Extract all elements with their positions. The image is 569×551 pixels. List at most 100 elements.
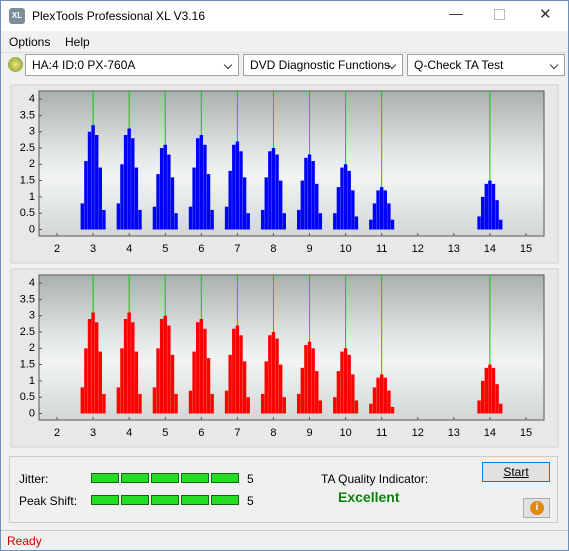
bar bbox=[387, 203, 391, 230]
x-tick-label: 2 bbox=[54, 427, 60, 439]
bar bbox=[333, 213, 337, 230]
bar bbox=[134, 167, 139, 230]
bar bbox=[167, 154, 171, 230]
bar bbox=[315, 183, 319, 230]
bar bbox=[232, 144, 236, 230]
bar bbox=[300, 367, 305, 414]
info-button[interactable]: i bbox=[523, 498, 550, 518]
bar bbox=[192, 351, 196, 414]
minimize-button[interactable]: — bbox=[449, 5, 463, 21]
status-bar: Ready bbox=[1, 530, 568, 550]
device-select[interactable]: HA:4 ID:0 PX-760A bbox=[25, 54, 239, 76]
x-tick-label: 6 bbox=[198, 243, 204, 255]
x-tick-label: 12 bbox=[412, 243, 424, 255]
bar bbox=[188, 390, 193, 414]
menu-item[interactable]: Help bbox=[65, 35, 90, 49]
level-segment bbox=[211, 495, 239, 505]
bar bbox=[235, 325, 240, 414]
maximize-button[interactable] bbox=[494, 9, 505, 20]
y-tick-label: 0 bbox=[29, 407, 35, 419]
level-segment bbox=[91, 495, 119, 505]
x-tick-label: 9 bbox=[306, 427, 312, 439]
bar bbox=[304, 345, 308, 414]
bar bbox=[383, 190, 387, 230]
level-segment bbox=[211, 473, 239, 483]
bar bbox=[390, 219, 395, 230]
y-tick-label: 0.5 bbox=[20, 391, 35, 403]
x-tick-label: 13 bbox=[448, 427, 460, 439]
bar bbox=[102, 209, 106, 230]
quality-value: Excellent bbox=[338, 489, 400, 505]
x-tick-label: 3 bbox=[90, 427, 96, 439]
y-tick-label: 2.5 bbox=[20, 326, 35, 338]
bar bbox=[354, 400, 359, 414]
bar bbox=[116, 387, 121, 414]
bar bbox=[170, 177, 175, 230]
bar bbox=[297, 209, 301, 230]
bar bbox=[228, 354, 232, 414]
bar bbox=[152, 206, 157, 230]
bar bbox=[84, 348, 88, 414]
bar bbox=[84, 161, 88, 230]
separator bbox=[1, 52, 568, 53]
test-select[interactable]: Q-Check TA Test bbox=[407, 54, 565, 76]
bar bbox=[354, 216, 359, 230]
y-tick-label: 3 bbox=[29, 310, 35, 322]
y-tick-label: 4 bbox=[29, 277, 35, 289]
bar bbox=[131, 138, 135, 230]
y-tick-label: 0 bbox=[29, 223, 35, 235]
x-tick-label: 11 bbox=[376, 243, 387, 255]
bar bbox=[239, 335, 243, 414]
y-tick-label: 1.5 bbox=[20, 359, 35, 371]
bar bbox=[174, 213, 178, 230]
bar bbox=[120, 348, 124, 414]
bar bbox=[480, 196, 485, 230]
y-tick-label: 2.5 bbox=[20, 142, 35, 154]
bar bbox=[163, 315, 167, 414]
bar bbox=[80, 203, 84, 230]
bar bbox=[206, 174, 211, 230]
bar bbox=[390, 406, 395, 414]
x-tick-label: 8 bbox=[270, 243, 276, 255]
bar bbox=[196, 322, 200, 414]
y-tick-label: 3.5 bbox=[20, 293, 35, 305]
bar bbox=[174, 393, 178, 414]
bar bbox=[278, 364, 283, 414]
bar bbox=[376, 190, 380, 230]
bar bbox=[260, 393, 265, 414]
function-select[interactable]: DVD Diagnostic Functions bbox=[243, 54, 403, 76]
bar bbox=[188, 206, 193, 230]
x-tick-label: 3 bbox=[90, 243, 96, 255]
bar bbox=[206, 358, 211, 414]
x-tick-label: 10 bbox=[339, 427, 351, 439]
y-tick-label: 3 bbox=[29, 126, 35, 138]
plot-area bbox=[38, 90, 545, 237]
bar bbox=[235, 141, 240, 230]
y-tick-label: 4 bbox=[29, 93, 35, 105]
bar bbox=[311, 161, 315, 230]
x-tick-label: 15 bbox=[520, 427, 532, 439]
x-tick-label: 8 bbox=[270, 427, 276, 439]
level-segment bbox=[121, 473, 149, 483]
bar bbox=[311, 348, 315, 414]
x-tick-label: 9 bbox=[306, 243, 312, 255]
close-button[interactable]: ✕ bbox=[539, 6, 552, 23]
jitter-value: 5 bbox=[247, 472, 254, 486]
x-tick-label: 7 bbox=[234, 427, 240, 439]
x-tick-label: 4 bbox=[126, 243, 132, 255]
bar bbox=[336, 371, 341, 414]
bar bbox=[120, 164, 124, 230]
bar bbox=[192, 167, 196, 230]
bar bbox=[351, 374, 355, 414]
y-tick-label: 1 bbox=[29, 375, 35, 387]
start-button[interactable]: Start bbox=[482, 462, 550, 482]
x-tick-label: 5 bbox=[162, 243, 168, 255]
bar bbox=[210, 209, 214, 230]
bar bbox=[372, 203, 377, 230]
bar bbox=[271, 332, 276, 414]
bar bbox=[232, 328, 236, 414]
x-tick-label: 11 bbox=[376, 427, 387, 439]
bar bbox=[199, 134, 204, 230]
menu-item[interactable]: Options bbox=[9, 35, 51, 49]
